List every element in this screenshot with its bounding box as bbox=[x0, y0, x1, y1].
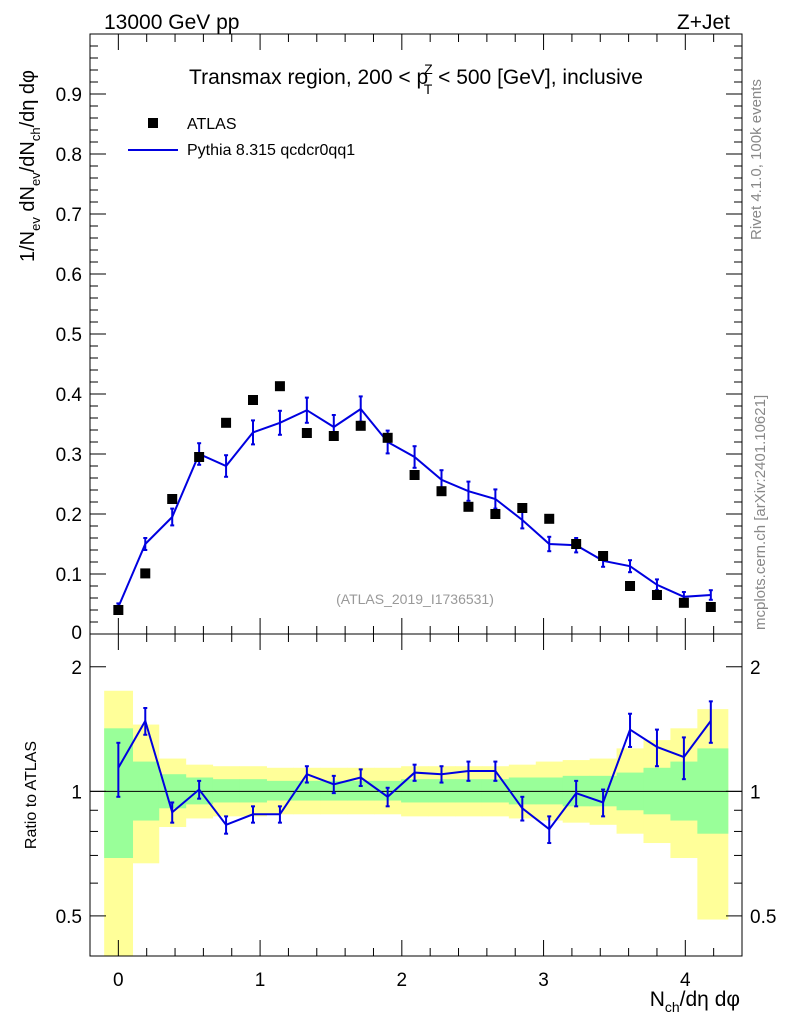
ratio-band-green bbox=[401, 779, 429, 803]
atlas-data-point bbox=[571, 539, 582, 549]
atlas-data-point bbox=[517, 503, 528, 513]
x-tick-label: 2 bbox=[397, 970, 408, 991]
x-tick-label: 4 bbox=[680, 970, 691, 991]
plot-title: Transmax region, 200 < pZ T < 500 [GeV], … bbox=[189, 61, 643, 97]
main-plot-panel: 0.1 0.2 0.3 0.4 0.5 0.6 0.7 0.8 0.9 0 Transmax re… bbox=[17, 33, 743, 644]
ratio-y-axis-label: Ratio to ATLAS bbox=[23, 741, 40, 849]
atlas-data-point bbox=[436, 486, 447, 497]
ratio-plot-border bbox=[89, 633, 743, 957]
atlas-data-point bbox=[194, 452, 205, 462]
atlas-data-point bbox=[651, 590, 662, 600]
atlas-data-point bbox=[301, 428, 312, 438]
rivet-label: Rivet 4.1.0, 100k events bbox=[748, 79, 765, 240]
atlas-data-point bbox=[625, 581, 636, 591]
legend: ATLAS Pythia 8.315 qcdcr0qq1 bbox=[128, 116, 355, 159]
ratio-y-tick-label-right: 1 bbox=[750, 782, 761, 803]
atlas-data-point bbox=[328, 431, 339, 441]
ratio-band-green bbox=[293, 780, 321, 801]
atlas-data-point bbox=[598, 551, 609, 561]
y-axis-label: 1/Nev dNev/dNch/dη dφ bbox=[17, 70, 43, 262]
y-tick-label: 0.8 bbox=[56, 145, 82, 166]
atlas-data-point bbox=[274, 381, 285, 392]
atlas-data-point bbox=[248, 395, 258, 405]
y-tick-label: 0.1 bbox=[56, 565, 82, 586]
x-tick-label: 3 bbox=[538, 970, 549, 991]
y-tick-label: 0.9 bbox=[56, 85, 82, 106]
atlas-data-point bbox=[463, 501, 474, 512]
atlas-data-point bbox=[167, 494, 178, 504]
ratio-band-green bbox=[428, 779, 456, 803]
atlas-data-point bbox=[382, 432, 393, 443]
y-tick-label: 0.2 bbox=[56, 505, 82, 526]
header-left: 13000 GeV pp bbox=[104, 11, 239, 34]
y-tick-label: 0.7 bbox=[56, 205, 82, 226]
atlas-data-point bbox=[355, 420, 366, 431]
legend-atlas-marker bbox=[148, 118, 158, 128]
ratio-y-tick-label: 1 bbox=[71, 782, 82, 803]
ratio-band-green bbox=[266, 780, 294, 801]
atlas-data-point bbox=[140, 568, 151, 579]
mcplots-label: mcplots.cern.ch [arXiv:2401.10621] bbox=[752, 395, 769, 630]
ratio-band-green bbox=[481, 779, 510, 803]
ratio-band-green bbox=[347, 780, 375, 801]
y-tick-label: 0.3 bbox=[56, 445, 82, 466]
x-tick-label: 0 bbox=[113, 970, 124, 991]
legend-atlas-label: ATLAS bbox=[187, 116, 237, 133]
ratio-y-tick-label: 2 bbox=[71, 658, 82, 679]
atlas-data-point bbox=[409, 470, 420, 480]
main-plot-data bbox=[113, 381, 716, 615]
atlas-data-point bbox=[678, 597, 689, 608]
watermark: (ATLAS_2019_I1736531) bbox=[336, 591, 494, 607]
main-plot-frame bbox=[90, 34, 742, 634]
ratio-plot-panel: 0.5 0.5 1 1 2 2 0 1 2 3 4 Ratio to ATLAS Nch/dη dφ bbox=[23, 633, 776, 1015]
ratio-y-tick-label-right: 0.5 bbox=[750, 907, 776, 928]
x-axis-label: Nch/dη dφ bbox=[650, 988, 740, 1015]
ratio-plot-data bbox=[116, 700, 713, 845]
ratio-band-green bbox=[454, 779, 483, 803]
atlas-data-point bbox=[544, 513, 555, 524]
y-tick-label-zero: 0 bbox=[71, 623, 82, 644]
atlas-data-point bbox=[113, 605, 124, 615]
y-tick-label: 0.5 bbox=[56, 325, 82, 346]
ratio-band-green bbox=[212, 779, 241, 803]
legend-mc-label: Pythia 8.315 qcdcr0qq1 bbox=[187, 142, 355, 159]
header-right: Z+Jet bbox=[677, 11, 730, 34]
main-plot-ticks: 0.1 0.2 0.3 0.4 0.5 0.6 0.7 0.8 0.9 0 bbox=[56, 33, 743, 644]
ratio-y-tick-label: 0.5 bbox=[56, 907, 82, 928]
y-tick-label: 0.4 bbox=[56, 385, 83, 406]
atlas-data-point bbox=[221, 417, 232, 428]
x-tick-label: 1 bbox=[255, 970, 266, 991]
ratio-band-green bbox=[239, 779, 267, 803]
ratio-plot-ticks: 0.5 0.5 1 1 2 2 0 1 2 3 4 bbox=[56, 634, 776, 991]
atlas-data-point bbox=[705, 602, 716, 612]
y-tick-label: 0.6 bbox=[56, 265, 82, 286]
atlas-data-point bbox=[490, 509, 501, 519]
ratio-y-tick-label-right: 2 bbox=[750, 658, 761, 679]
